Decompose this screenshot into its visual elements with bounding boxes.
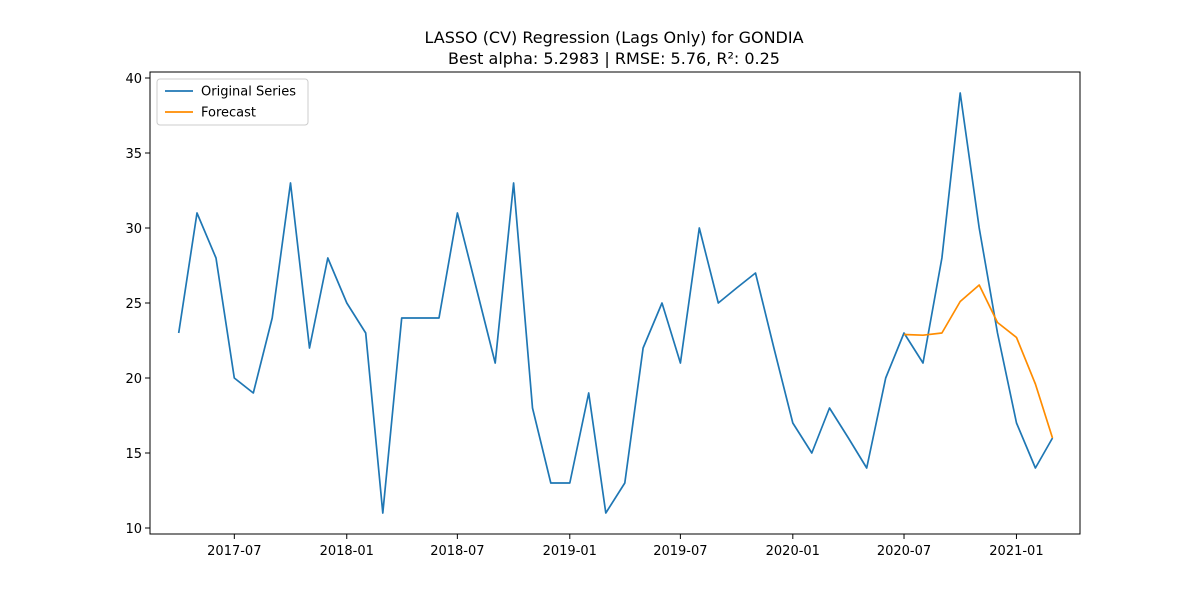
legend-label: Original Series <box>201 85 296 100</box>
x-tick-label: 2018-01 <box>320 544 374 559</box>
x-tick-label: 2017-07 <box>207 544 261 559</box>
y-tick-label: 40 <box>125 72 142 87</box>
series-line-forecast <box>903 284 1054 439</box>
chart-title: LASSO (CV) Regression (Lags Only) for GO… <box>424 28 803 47</box>
x-tick-label: 2020-01 <box>766 544 820 559</box>
series-line-original <box>177 92 1054 514</box>
x-tick-label: 2018-07 <box>430 544 484 559</box>
y-tick-label: 25 <box>125 297 142 312</box>
y-tick-label: 15 <box>125 447 142 462</box>
y-tick-label: 10 <box>125 522 142 537</box>
y-tick-label: 35 <box>125 147 142 162</box>
chart-subtitle: Best alpha: 5.2983 | RMSE: 5.76, R²: 0.2… <box>448 49 780 68</box>
legend-box <box>156 78 309 126</box>
y-tick-label: 30 <box>125 222 142 237</box>
x-tick-label: 2019-07 <box>653 544 707 559</box>
legend: Original Series Forecast <box>156 78 309 126</box>
y-axis: 10 15 20 25 30 35 40 <box>125 72 150 537</box>
x-tick-label: 2021-01 <box>989 544 1043 559</box>
series-layer <box>177 92 1054 514</box>
plot-frame <box>149 71 1081 535</box>
x-tick-label: 2020-07 <box>877 544 931 559</box>
legend-label: Forecast <box>201 106 256 121</box>
x-tick-label: 2019-01 <box>543 544 597 559</box>
x-axis: 2017-07 2018-01 2018-07 2019-01 2019-07 2020-… <box>207 534 1044 559</box>
y-tick-label: 20 <box>125 372 142 387</box>
